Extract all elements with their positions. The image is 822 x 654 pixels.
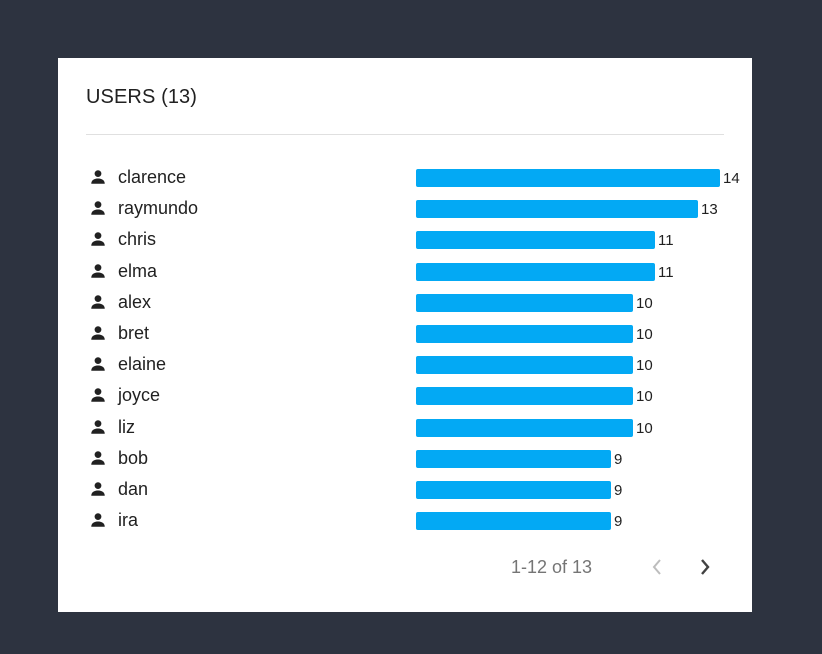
bar-ira	[416, 512, 611, 531]
bar-bret	[416, 325, 633, 343]
previous-page-button[interactable]	[644, 553, 670, 581]
bar-elaine	[416, 356, 633, 375]
card-title: USERS (13)	[86, 86, 198, 108]
user-row: joyce 10	[58, 380, 752, 411]
person-icon	[91, 201, 105, 215]
title-divider	[86, 134, 724, 135]
bar-dan	[416, 481, 611, 499]
user-row: elaine 10	[58, 349, 752, 380]
bar-value-label: 11	[658, 263, 674, 281]
bar-elma	[416, 262, 655, 281]
bar-chris	[416, 231, 655, 250]
user-row: bret 10	[58, 318, 752, 349]
bar-bob	[416, 449, 611, 468]
user-row: dan 9	[58, 474, 752, 505]
person-icon	[91, 263, 105, 278]
users-card: USERS (13) clarence 14 raymundo 13 chris 11 el…	[58, 58, 752, 612]
user-name: liz	[118, 416, 135, 437]
user-row: chris 11	[58, 224, 752, 255]
user-name: dan	[118, 479, 149, 499]
person-icon	[91, 513, 105, 527]
bar-clarence	[416, 169, 720, 187]
person-icon	[91, 451, 105, 465]
user-name: bret	[118, 323, 150, 343]
person-icon	[91, 170, 105, 184]
bar-value-label: 11	[658, 232, 674, 250]
chevron-left-icon	[652, 559, 661, 575]
bar-value-label: 9	[614, 482, 623, 499]
user-row: ira 9	[58, 505, 752, 536]
person-icon	[91, 295, 105, 309]
user-name: alex	[118, 291, 152, 312]
bar-liz	[416, 418, 633, 437]
bar-value-label: 10	[636, 419, 653, 437]
bar-value-label: 10	[636, 326, 653, 343]
bar-value-label: 13	[701, 201, 718, 219]
user-row: raymundo 13	[58, 193, 752, 224]
bar-raymundo	[416, 200, 698, 219]
pagination-range: 1-12 of 13	[511, 557, 593, 577]
user-name: ira	[118, 510, 139, 531]
user-name: elaine	[118, 354, 167, 375]
user-name: raymundo	[118, 198, 199, 219]
bar-value-label: 14	[723, 170, 740, 187]
user-name: bob	[118, 447, 149, 468]
person-icon	[91, 482, 105, 496]
bar-value-label: 10	[636, 388, 653, 406]
person-icon	[91, 232, 105, 247]
bar-value-label: 10	[636, 294, 653, 312]
user-row: elma 11	[58, 256, 752, 287]
person-icon	[91, 419, 105, 434]
user-name: chris	[118, 229, 157, 250]
person-icon	[91, 388, 105, 403]
user-name: joyce	[118, 385, 161, 406]
user-row: clarence 14	[58, 162, 752, 193]
next-page-button[interactable]	[692, 553, 718, 581]
bar-alex	[416, 293, 633, 312]
bar-value-label: 10	[636, 357, 653, 375]
bar-value-label: 9	[614, 450, 623, 468]
user-row: liz 10	[58, 412, 752, 443]
user-row: alex 10	[58, 287, 752, 318]
user-name: elma	[118, 260, 158, 281]
chevron-right-icon	[701, 559, 710, 575]
person-icon	[91, 357, 105, 371]
bar-joyce	[416, 387, 633, 406]
user-row: bob 9	[58, 443, 752, 474]
user-name: clarence	[118, 167, 187, 187]
person-icon	[91, 326, 105, 340]
bar-value-label: 9	[614, 513, 623, 531]
